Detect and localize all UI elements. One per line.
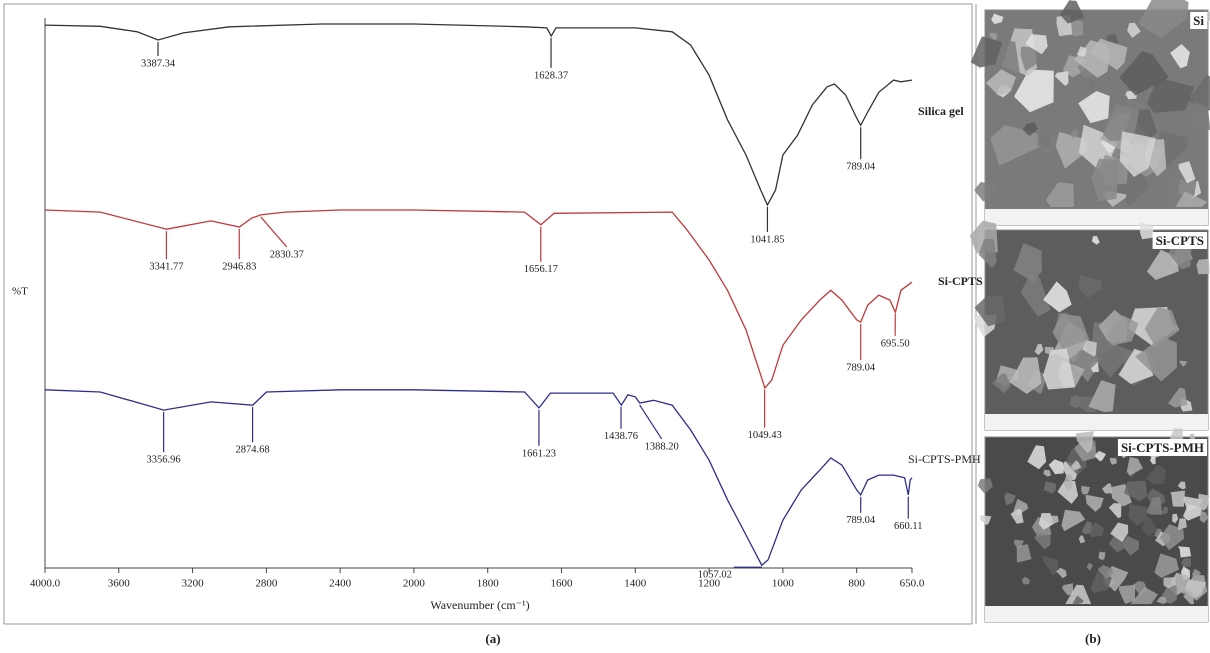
peak-label: 1049.43 (748, 430, 782, 441)
x-tick-label: 2000 (403, 578, 426, 590)
x-tick-label: 3600 (108, 578, 131, 590)
peak-label: 1438.76 (604, 431, 638, 442)
peak-label: 3341.77 (149, 262, 183, 273)
sem-image: Si-CPTS-PMH (978, 429, 1210, 623)
series-name: Si-CPTS-PMH (908, 452, 981, 466)
sem-image: Si-CPTS (970, 221, 1210, 430)
peak-label: 2830.37 (270, 249, 304, 260)
x-tick-label: 650.0 (900, 578, 925, 590)
peak-label: 695.50 (881, 338, 910, 349)
panel-label: (a) (485, 631, 500, 646)
peak-label: 2946.83 (222, 261, 256, 272)
x-axis-label: Wavenumber (cm⁻¹) (430, 598, 529, 612)
panel-label: (b) (1085, 631, 1101, 646)
peak-label: 1656.17 (524, 264, 558, 275)
peak-label: 3387.34 (141, 58, 176, 69)
sem-label: Si-CPTS (1156, 233, 1204, 248)
peak-label: 1041.85 (750, 234, 784, 245)
sem-info-bar (985, 414, 1208, 430)
panel-a-frame (4, 4, 972, 624)
sem-label: Si (1193, 13, 1204, 28)
peak-label: 2874.68 (236, 445, 270, 456)
series-name: Silica gel (918, 104, 964, 118)
peak-label: 1628.37 (534, 70, 568, 81)
peak-label: 3356.96 (147, 455, 181, 466)
x-tick-label: 800 (848, 578, 865, 590)
sem-image: Si (971, 0, 1210, 225)
peak-label: 1057.02 (698, 570, 732, 581)
peak-marker (640, 405, 662, 439)
sem-info-bar (985, 209, 1208, 225)
series-line (45, 24, 912, 205)
sem-particle (1171, 491, 1186, 507)
x-tick-label: 1000 (772, 578, 795, 590)
x-tick-label: 3200 (182, 578, 205, 590)
x-tick-label: 2800 (255, 578, 278, 590)
series-line (45, 390, 912, 566)
peak-label: 789.04 (846, 363, 876, 374)
figure: (a) (b) Wavenumber (cm⁻¹) %T 4000.0 3600 3… (0, 0, 1210, 653)
series-name: Si-CPTS (938, 274, 983, 288)
x-tick-label: 1600 (551, 578, 574, 590)
peak-label: 1661.23 (522, 448, 556, 459)
peak-label: 789.04 (846, 515, 876, 526)
sem-label: Si-CPTS-PMH (1121, 440, 1204, 455)
x-tick-label: 4000.0 (30, 578, 61, 590)
peak-label: 660.11 (894, 521, 923, 532)
sem-particle (1197, 259, 1210, 274)
peak-marker (261, 217, 287, 247)
peak-label: 1388.20 (645, 441, 679, 452)
x-tick-label: 1400 (624, 578, 647, 590)
x-tick-label: 1800 (477, 578, 500, 590)
y-axis-label: %T (12, 286, 28, 298)
x-tick-label: 2400 (329, 578, 352, 590)
peak-label: 789.04 (846, 162, 876, 173)
sem-info-bar (985, 606, 1208, 622)
